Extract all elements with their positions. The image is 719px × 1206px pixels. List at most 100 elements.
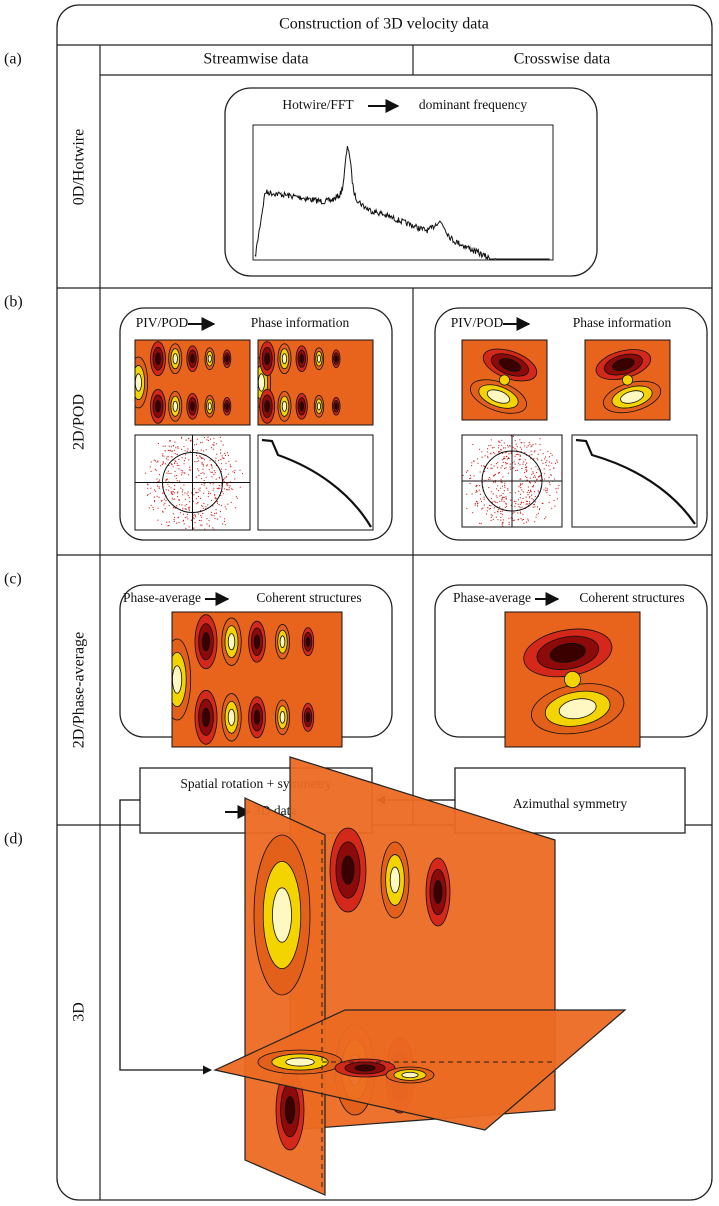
sample-dot (225, 476, 227, 478)
sample-dot (502, 519, 504, 521)
contour (284, 1096, 296, 1125)
sample-dot (520, 442, 522, 444)
sample-dot (500, 519, 502, 521)
sample-dot (198, 474, 200, 477)
sample-dot (508, 523, 510, 525)
result-label: Coherent structures (579, 590, 684, 605)
contour (612, 358, 635, 371)
field-frame (134, 339, 251, 426)
sample-dot (168, 521, 170, 523)
sample-dot (532, 471, 534, 473)
sample-dot (156, 495, 158, 497)
sample-dot (525, 464, 527, 466)
sample-dot (178, 499, 180, 502)
sample-dot (526, 462, 528, 464)
sample-dot (205, 506, 207, 508)
contour (341, 855, 355, 885)
sample-dot (530, 446, 532, 448)
sample-dot (519, 458, 521, 460)
sample-dot (513, 519, 515, 521)
contour (316, 402, 321, 411)
sample-dot (175, 477, 177, 479)
sample-dot (519, 493, 522, 495)
sample-dot (539, 508, 541, 510)
sample-dot (491, 467, 493, 469)
sample-dot (493, 500, 495, 502)
sample-dot (181, 448, 183, 450)
sample-dot (504, 447, 506, 449)
sample-dot (183, 472, 185, 474)
sample-dot (213, 444, 215, 446)
sample-dot (498, 441, 500, 443)
sample-dot (546, 460, 548, 462)
sample-dot (234, 507, 236, 509)
sample-dot (216, 487, 218, 489)
sample-dot (515, 453, 517, 456)
sample-dot (224, 506, 226, 508)
sample-dot (171, 450, 174, 452)
sample-dot (519, 484, 521, 486)
sample-dot (198, 460, 200, 462)
sample-dot (189, 450, 191, 452)
sample-dot (205, 487, 207, 489)
sample-dot (520, 517, 522, 520)
sample-dot (539, 475, 541, 477)
sample-dot (522, 513, 524, 515)
sample-dot (161, 499, 163, 501)
sample-dot (516, 446, 518, 448)
sample-dot (517, 512, 519, 514)
contour (201, 632, 211, 652)
sample-dot (522, 491, 524, 493)
sample-dot (187, 448, 189, 450)
sample-dot (170, 472, 172, 475)
sample-dot (234, 478, 236, 480)
sample-dot (202, 513, 204, 515)
sample-dot (216, 453, 218, 455)
sample-dot (489, 478, 491, 480)
sample-dot (520, 450, 522, 453)
sample-dot (557, 487, 559, 489)
sample-dot (474, 502, 476, 505)
sample-dot (176, 474, 178, 477)
sample-dot (530, 450, 532, 452)
result-label: dominant frequency (419, 97, 528, 112)
sample-dot (188, 526, 190, 528)
sample-dot (163, 455, 165, 457)
sample-dot (534, 501, 537, 503)
sample-dot (228, 460, 230, 462)
sample-dot (505, 467, 507, 469)
sample-dot (164, 498, 166, 500)
sample-dot (466, 493, 468, 495)
sample-dot (160, 500, 162, 502)
sample-dot (529, 502, 531, 505)
sample-dot (177, 446, 179, 448)
sample-dot (214, 494, 216, 496)
column-header: Streamwise data (203, 51, 308, 68)
sample-dot (501, 452, 504, 454)
sample-dot (462, 474, 464, 477)
sample-dot (549, 484, 551, 486)
contour (264, 400, 271, 413)
sample-dot (534, 475, 536, 477)
sample-dot (168, 504, 170, 507)
sample-dot (496, 467, 499, 469)
sample-dot (200, 520, 202, 522)
sample-dot (199, 456, 201, 458)
sample-dot (150, 470, 152, 472)
sample-dot (515, 500, 517, 502)
method-label: Hotwire/FFT (282, 97, 354, 112)
sample-dot (178, 468, 180, 470)
sample-dot (171, 497, 173, 499)
sample-dot (493, 446, 495, 448)
sample-dot (467, 470, 469, 472)
sample-dot (206, 518, 208, 520)
contour (285, 1057, 315, 1067)
sample-dot (542, 453, 544, 455)
sample-dot (187, 491, 189, 493)
sample-dot (480, 500, 483, 502)
sample-dot (526, 469, 528, 471)
sample-dot (200, 449, 202, 451)
sample-dot (186, 503, 188, 506)
sample-dot (476, 491, 478, 493)
sample-dot (512, 519, 514, 522)
